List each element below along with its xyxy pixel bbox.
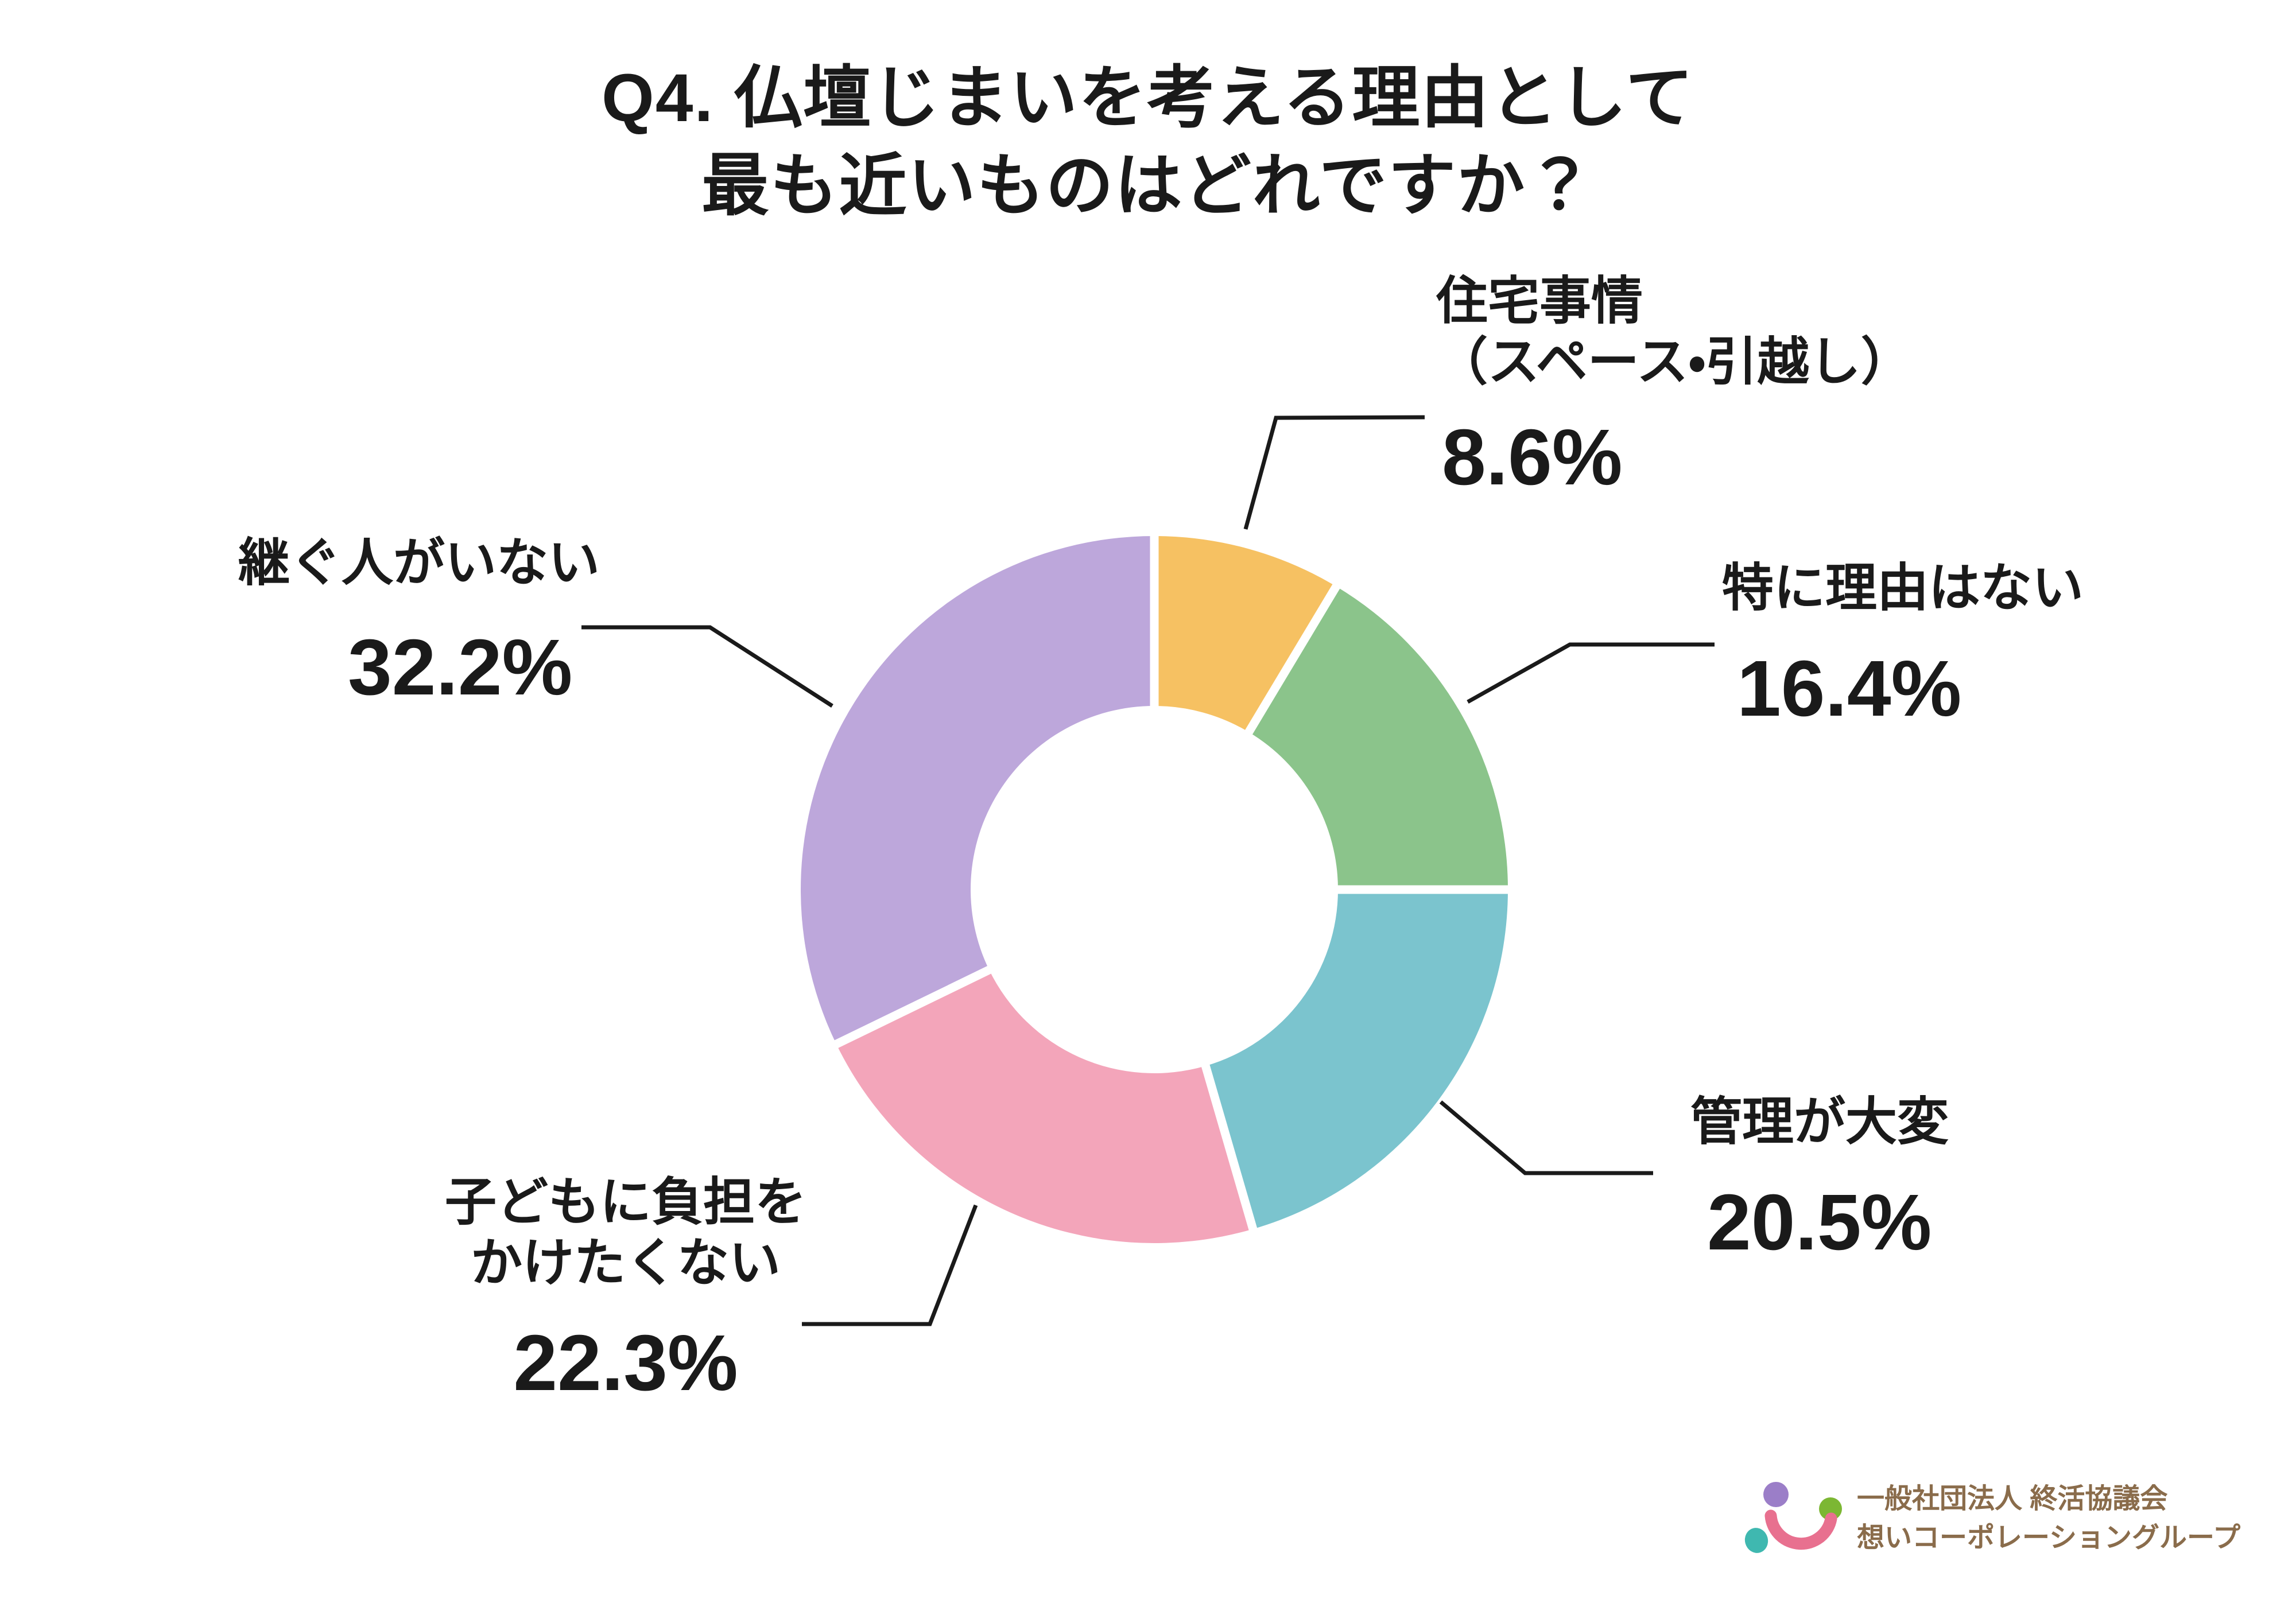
callout-housing-value: 8.6%	[1442, 413, 1623, 502]
callout-burden-on-children-label: 子どもに負担を かけたくない	[436, 1172, 815, 1294]
leader-line-hard-to-maintain	[1439, 1100, 1653, 1175]
page-title: Q4. 仏壇じまいを考える理由として 最も近いものはどれですか？	[0, 55, 2296, 231]
callout-housing-label-line2: （スペース・引越し）	[1436, 333, 1913, 391]
donut-chart	[801, 536, 1508, 1243]
callout-no-successor-value: 32.2%	[348, 623, 573, 712]
donut-segment-burden-on-children	[836, 969, 1253, 1243]
logo-purple-dot-icon	[1763, 1482, 1789, 1507]
donut-segment-hard-to-maintain	[1205, 890, 1508, 1229]
donut-segment-housing	[1154, 536, 1336, 732]
segment-separator	[1199, 1057, 1259, 1235]
callout-burden-on-children-value: 22.3%	[513, 1319, 738, 1407]
logo-text-line2: 想いコーポレーショングループ	[1857, 1523, 2241, 1553]
logo-green-dot-icon	[1819, 1497, 1842, 1520]
leader-line-no-particular-reason	[1467, 642, 1715, 704]
leader-line-no-successor	[581, 625, 833, 708]
logo-smile-icon	[1764, 1509, 1837, 1550]
callout-housing-label-line1: 住宅事情	[1436, 273, 1643, 330]
logo-text-line1: 一般社団法人 終活協議会	[1857, 1484, 2168, 1514]
segment-separators	[830, 531, 1512, 1235]
leader-lines	[581, 415, 1715, 1326]
donut-segment-no-successor	[801, 536, 1154, 1045]
callout-burden-on-children-label-line1: 子どもに負担を	[445, 1174, 806, 1231]
callout-housing-label: 住宅事情 （スペース・引越し）	[1436, 271, 1913, 393]
segment-separator	[1240, 580, 1343, 742]
logo-teal-dot-icon	[1744, 1528, 1768, 1553]
title-line-1: Q4. 仏壇じまいを考える理由として	[602, 60, 1694, 136]
donut-segment-no-particular-reason	[1248, 586, 1508, 890]
callout-no-particular-reason-value: 16.4%	[1737, 645, 1962, 733]
company-logo-text: 一般社団法人 終活協議会 想いコーポレーショングループ	[1857, 1480, 2240, 1558]
title-line-2: 最も近いものはどれですか？	[701, 148, 1595, 224]
leader-line-burden-on-children	[802, 1204, 978, 1326]
callout-no-successor-label: 継ぐ人がいない	[238, 534, 600, 592]
callout-burden-on-children-label-line2: かけたくない	[471, 1235, 781, 1292]
leader-line-housing	[1243, 415, 1425, 530]
callout-hard-to-maintain-label: 管理が大変	[1690, 1093, 1949, 1151]
callout-hard-to-maintain-value: 20.5%	[1707, 1178, 1932, 1267]
segment-separator	[830, 962, 999, 1050]
callout-no-particular-reason-label: 特に理由はない	[1722, 560, 2084, 617]
company-logo-mark	[1744, 1482, 1842, 1553]
